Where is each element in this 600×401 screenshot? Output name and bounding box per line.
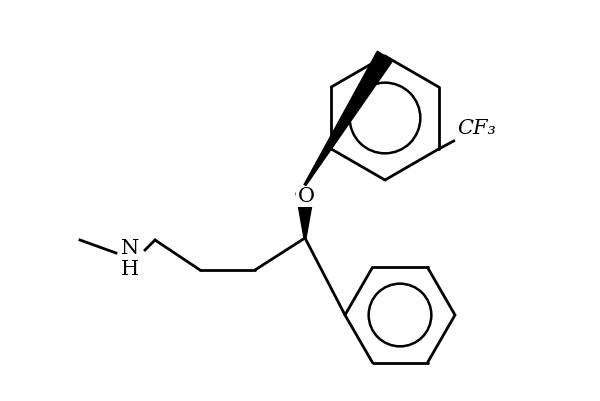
Text: H: H <box>121 260 139 279</box>
Text: O: O <box>298 187 314 206</box>
Text: N: N <box>121 239 139 258</box>
Polygon shape <box>304 51 392 186</box>
Polygon shape <box>296 193 314 238</box>
Text: CF₃: CF₃ <box>457 119 496 138</box>
